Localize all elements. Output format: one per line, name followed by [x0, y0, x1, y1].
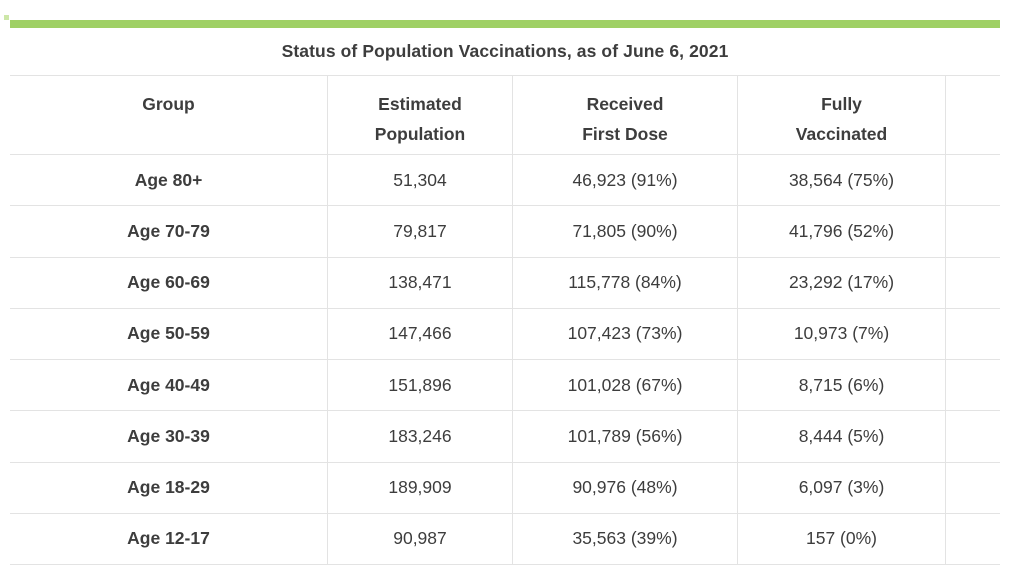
cell-group: Age 60-69 [127, 272, 210, 293]
header-estimated-population: Estimated Population [327, 76, 512, 154]
cell-estimated-population: 147,466 [327, 308, 512, 359]
cell-fully-vaccinated: 23,292 (17%) [737, 257, 945, 308]
cell-estimated-population: 90,987 [327, 513, 512, 564]
table-row: Age 18-29 189,909 90,976 (48%) 6,097 (3%… [10, 462, 1000, 514]
cell-empty [945, 360, 1000, 411]
cell-fully-vaccinated: 8,715 (6%) [737, 360, 945, 411]
cell-received-first-dose: 71,805 (90%) [512, 206, 737, 257]
cell-empty [945, 257, 1000, 308]
cell-received-first-dose: 101,028 (67%) [512, 360, 737, 411]
cell-group: Age 40-49 [127, 374, 210, 395]
table-row: Age 60-69 138,471 115,778 (84%) 23,292 (… [10, 257, 1000, 309]
table-header-row: Group Estimated Population Received Firs… [10, 75, 1000, 155]
cell-estimated-population: 151,896 [327, 360, 512, 411]
table-row: Age 30-39 183,246 101,789 (56%) 8,444 (5… [10, 411, 1000, 463]
table-row: Age 40-49 151,896 101,028 (67%) 8,715 (6… [10, 360, 1000, 412]
cell-empty [945, 155, 1000, 206]
cell-estimated-population: 183,246 [327, 411, 512, 462]
cell-fully-vaccinated: 8,444 (5%) [737, 411, 945, 462]
cell-received-first-dose: 115,778 (84%) [512, 257, 737, 308]
cell-received-first-dose: 35,563 (39%) [512, 513, 737, 564]
cell-received-first-dose: 46,923 (91%) [512, 155, 737, 206]
cell-fully-vaccinated: 41,796 (52%) [737, 206, 945, 257]
cell-received-first-dose: 90,976 (48%) [512, 462, 737, 513]
cell-estimated-population: 79,817 [327, 206, 512, 257]
cell-empty [945, 308, 1000, 359]
cell-fully-vaccinated: 10,973 (7%) [737, 308, 945, 359]
cell-group: Age 50-59 [127, 323, 210, 344]
cell-fully-vaccinated: 38,564 (75%) [737, 155, 945, 206]
cell-group: Age 70-79 [127, 220, 210, 241]
cell-fully-vaccinated: 6,097 (3%) [737, 462, 945, 513]
accent-bar [10, 20, 1000, 28]
cell-group: Age 80+ [134, 169, 203, 190]
cell-empty [945, 513, 1000, 564]
cell-group: Age 12-17 [127, 528, 210, 549]
green-speck [4, 15, 9, 20]
table-row: Age 70-79 79,817 71,805 (90%) 41,796 (52… [10, 206, 1000, 258]
header-fully-vaccinated: Fully Vaccinated [737, 76, 945, 154]
header-empty [945, 76, 1000, 154]
cell-group: Age 18-29 [127, 477, 210, 498]
cell-group: Age 30-39 [127, 425, 210, 446]
cell-estimated-population: 138,471 [327, 257, 512, 308]
table-row: Age 50-59 147,466 107,423 (73%) 10,973 (… [10, 308, 1000, 360]
table-title: Status of Population Vaccinations, as of… [281, 41, 729, 61]
cell-empty [945, 462, 1000, 513]
header-received-first-dose: Received First Dose [512, 76, 737, 154]
table-row: Age 80+ 51,304 46,923 (91%) 38,564 (75%) [10, 155, 1000, 207]
cell-empty [945, 411, 1000, 462]
header-group: Group [142, 94, 195, 114]
table-row: Age 12-17 90,987 35,563 (39%) 157 (0%) [10, 513, 1000, 565]
cell-fully-vaccinated: 157 (0%) [737, 513, 945, 564]
cell-received-first-dose: 107,423 (73%) [512, 308, 737, 359]
cell-estimated-population: 51,304 [327, 155, 512, 206]
cell-estimated-population: 189,909 [327, 462, 512, 513]
vaccination-table: Status of Population Vaccinations, as of… [10, 28, 1000, 565]
cell-empty [945, 206, 1000, 257]
cell-received-first-dose: 101,789 (56%) [512, 411, 737, 462]
